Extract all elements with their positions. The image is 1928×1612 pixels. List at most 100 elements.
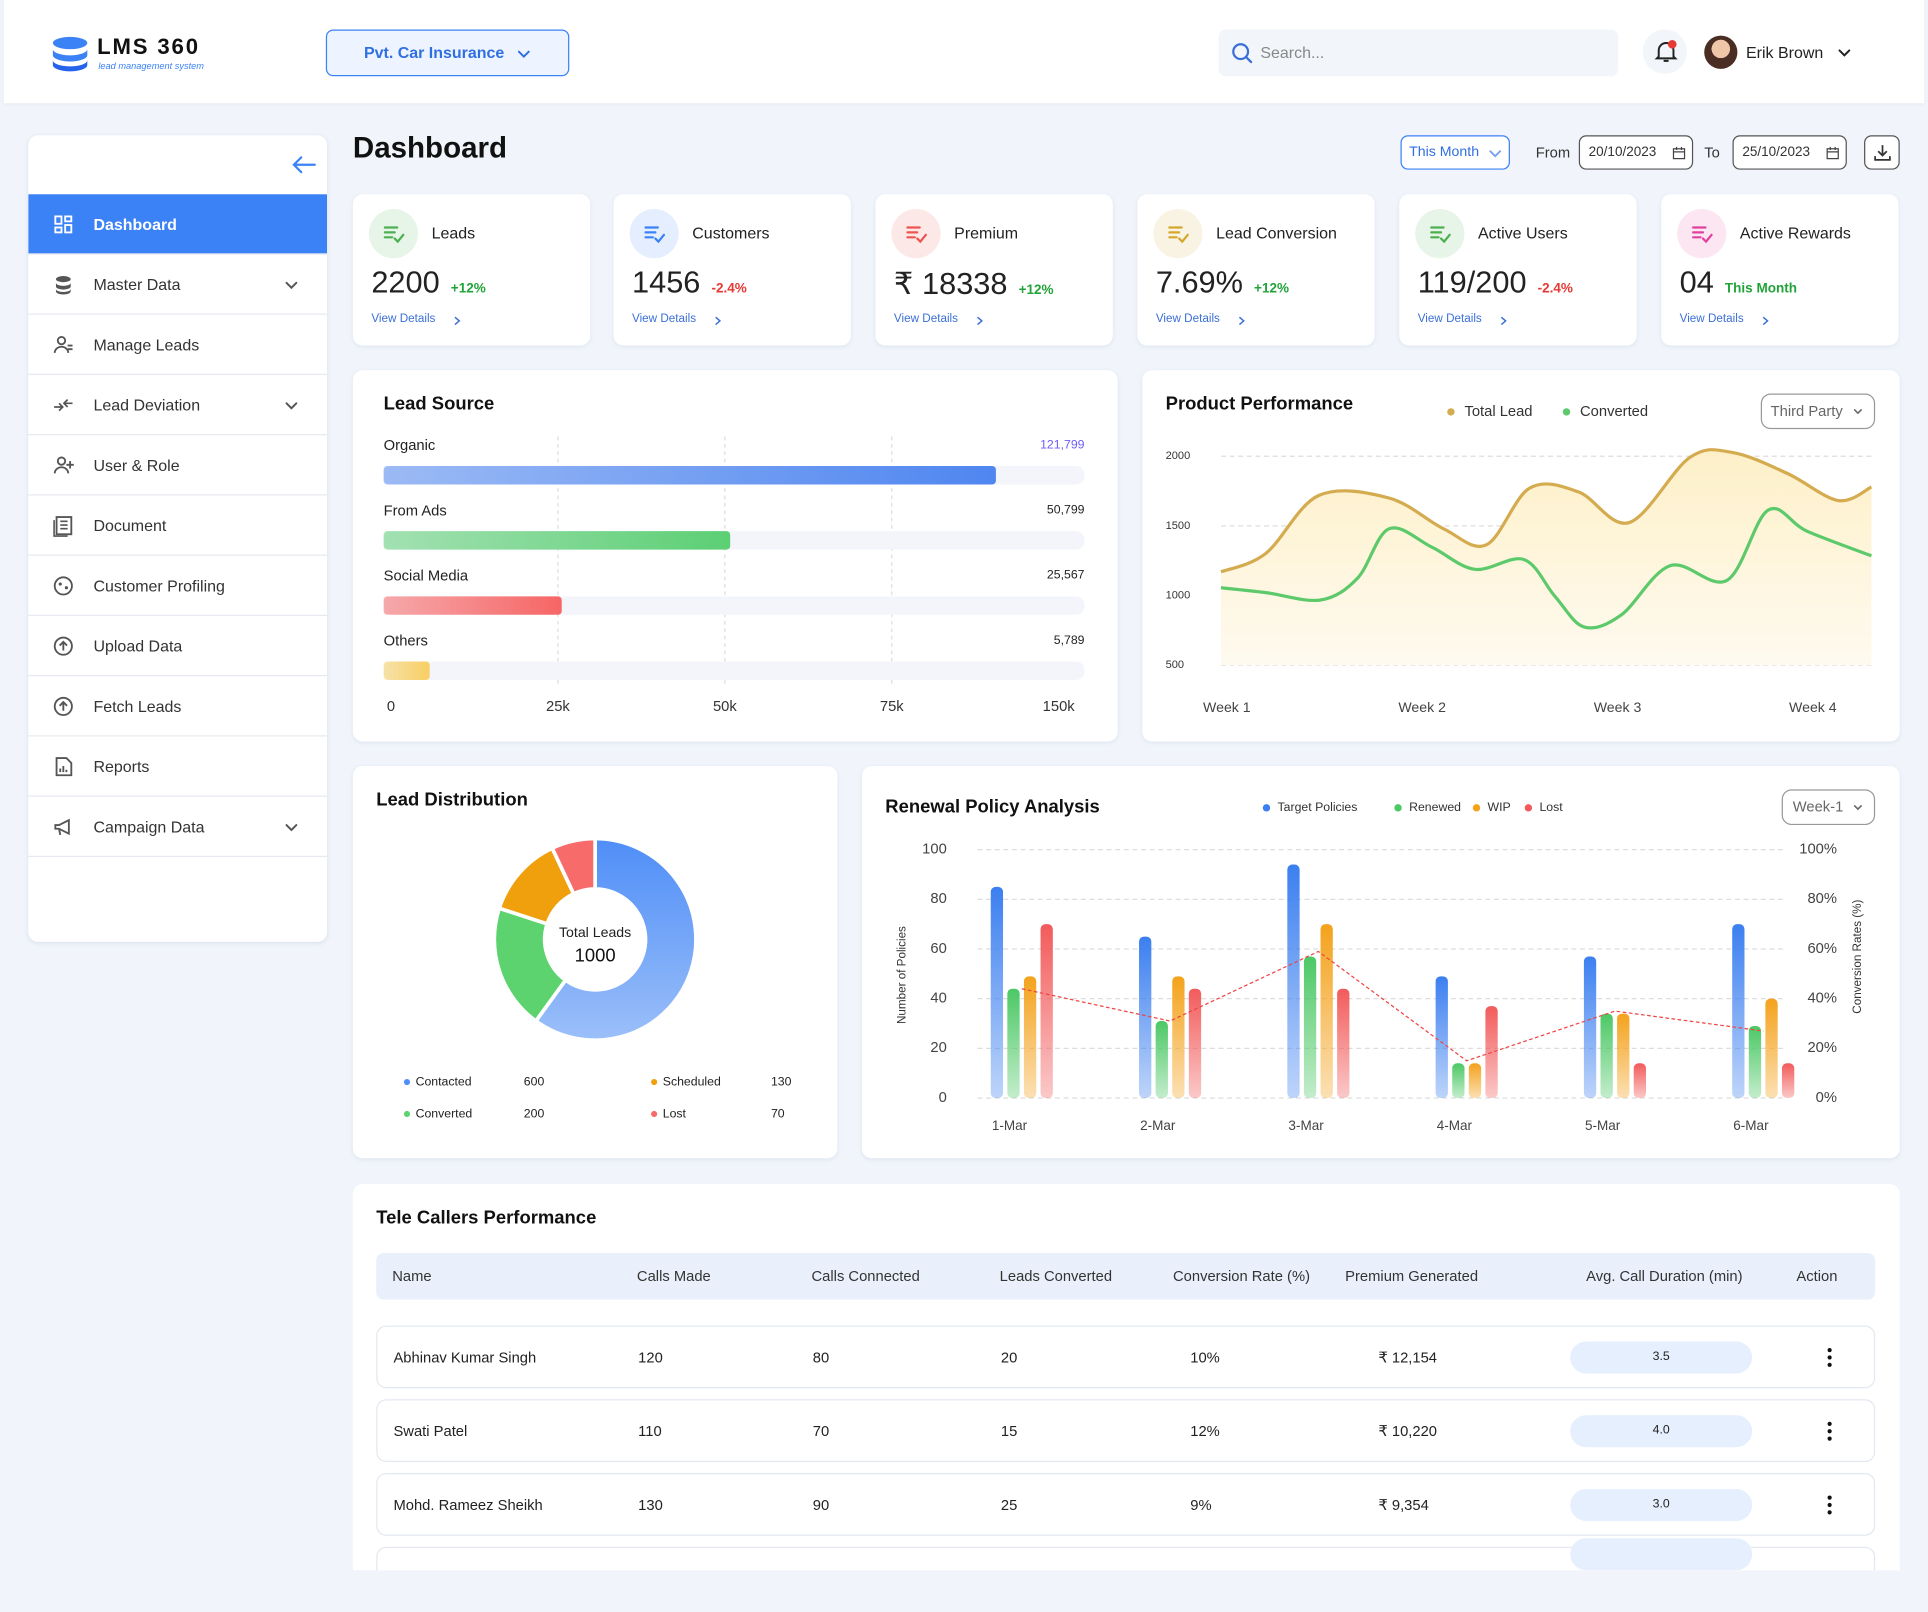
dropdown[interactable]	[1760, 393, 1876, 430]
sidebar-item[interactable]: Manage Leads	[28, 315, 328, 376]
action-menu-part	[1827, 1362, 1832, 1367]
download-button[interactable]	[1864, 135, 1900, 170]
kpi-change: +12%	[450, 281, 486, 297]
sidebar-item[interactable]: Document	[28, 496, 328, 556]
table-cell: 90	[812, 1496, 830, 1514]
sidebar-item[interactable]: Customer Profiling	[28, 556, 328, 617]
kpi-link-text[interactable]: View Details	[1417, 312, 1482, 327]
kpi-card: Active Rewards 04 This Month View Details	[1661, 194, 1899, 346]
period-dropdown[interactable]: This Month	[1400, 135, 1510, 170]
action-menu-part	[1827, 1436, 1832, 1441]
table-cell: 20	[1000, 1348, 1018, 1366]
sidebar-item[interactable]: Master Data	[28, 255, 328, 315]
link-arrow-part	[453, 317, 460, 326]
table-row	[376, 1538, 1876, 1571]
product-dropdown[interactable]: Pvt. Car Insurance	[325, 29, 570, 77]
from-label: From	[1535, 143, 1571, 161]
duration-pill: 3.5	[1570, 1341, 1753, 1374]
avatar[interactable]	[1704, 35, 1738, 69]
action-menu-part	[1827, 1348, 1832, 1353]
lead-source-card	[352, 370, 1118, 742]
duration-pill: 4.0	[1570, 1415, 1753, 1448]
sidebar-item[interactable]: Upload Data	[28, 616, 328, 677]
link-arrow	[1762, 317, 1769, 326]
column-header: Leads Converted	[999, 1267, 1113, 1285]
table-cell: 70	[812, 1422, 830, 1440]
sidebar-label: User & Role	[93, 456, 180, 475]
sidebar-icon-part	[54, 399, 73, 412]
action-menu-part	[1827, 1355, 1832, 1360]
kpi-change: -2.4%	[711, 281, 747, 297]
date-text: 25/10/2023	[1742, 145, 1811, 161]
table-cell: 9%	[1190, 1496, 1212, 1514]
kpi-change: This Month	[1724, 281, 1798, 297]
kpi-link-text[interactable]: View Details	[632, 312, 697, 327]
kpi-link[interactable]: View Details	[1417, 312, 1507, 327]
action-menu-part	[1827, 1502, 1832, 1508]
table-row: 3.5 Abhinav Kumar Singh 120 80 20 10% ₹ 12,154	[376, 1325, 1876, 1389]
action-menu[interactable]	[1826, 1420, 1833, 1442]
sidebar-icon-part	[56, 456, 67, 466]
column-header: Premium Generated	[1345, 1267, 1479, 1285]
kpi-glyph-part	[383, 226, 405, 244]
kpi-link-text[interactable]: View Details	[371, 312, 436, 327]
user-name[interactable]: Erik Brown	[1746, 43, 1824, 62]
kpi-link[interactable]: View Details	[371, 312, 460, 327]
column-header: Name	[392, 1267, 432, 1285]
sidebar-icon	[53, 516, 73, 537]
table-cell: ₹ 12,154	[1378, 1348, 1437, 1366]
date-input[interactable]: 25/10/2023	[1732, 135, 1847, 170]
table-cell: ₹ 10,220	[1378, 1422, 1437, 1440]
notification-button[interactable]	[1642, 29, 1688, 74]
search-box[interactable]: Search...	[1218, 29, 1619, 77]
sidebar-label: Document	[93, 516, 167, 536]
kpi-value: 1456	[632, 265, 701, 301]
action-menu[interactable]	[1826, 1346, 1833, 1368]
sidebar-item[interactable]: Lead Deviation	[28, 375, 328, 436]
sidebar-icon-part	[58, 700, 68, 711]
sidebar-item[interactable]: Reports	[28, 737, 328, 797]
sidebar-icon	[55, 757, 73, 777]
header: LMS 360 lead management system Pvt. Car In…	[3, 0, 1925, 104]
duration-pill	[1570, 1538, 1753, 1571]
kpi-link-text[interactable]: View Details	[1155, 312, 1220, 327]
sidebar-item[interactable]: User & Role	[28, 435, 328, 496]
distribution-card	[352, 766, 838, 1159]
kpi-link[interactable]: View Details	[1679, 312, 1769, 327]
table-cell: 10%	[1190, 1348, 1220, 1366]
calendar-icon	[1672, 146, 1686, 160]
sidebar-icon-part	[54, 818, 70, 836]
chevron	[517, 50, 530, 58]
sidebar-item[interactable]: Campaign Data	[28, 797, 328, 858]
sidebar-icon	[53, 636, 73, 656]
action-menu-part	[1827, 1495, 1832, 1500]
kpi-value-row: ₹ 18338 +12%	[894, 266, 1054, 303]
sidebar-item[interactable]: Fetch Leads	[28, 676, 328, 737]
kpi-link[interactable]: View Details	[632, 312, 721, 327]
kpi-link[interactable]: View Details	[1155, 312, 1245, 327]
renewal-card	[861, 766, 1900, 1159]
kpi-link[interactable]: View Details	[893, 312, 983, 327]
kpi-card: Leads 2200 +12% View Details	[352, 194, 591, 346]
kpi-icon	[1153, 209, 1203, 259]
action-menu[interactable]	[1826, 1494, 1833, 1516]
kpi-label: Active Rewards	[1739, 224, 1851, 243]
search-placeholder: Search...	[1260, 43, 1325, 62]
sidebar-label: Manage Leads	[93, 335, 200, 355]
logo-icon-part	[52, 36, 88, 50]
date-input[interactable]: 20/10/2023	[1578, 135, 1694, 170]
sidebar-icon	[55, 276, 71, 295]
sidebar-item[interactable]: Dashboard	[28, 194, 328, 255]
table-row: 4.0 Swati Patel 110 70 15 12% ₹ 10,220	[376, 1399, 1876, 1462]
calendar-icon	[1826, 146, 1839, 160]
kpi-link-text[interactable]: View Details	[893, 312, 958, 327]
table-cell: 110	[638, 1422, 662, 1440]
kpi-glyph-part	[906, 226, 927, 244]
kpi-value: 119/200	[1417, 265, 1527, 301]
sidebar-icon-part	[53, 344, 73, 354]
dropdown[interactable]	[1781, 789, 1876, 826]
logo-icon	[52, 36, 88, 72]
kpi-link-text[interactable]: View Details	[1679, 312, 1744, 327]
sidebar-label: Reports	[93, 757, 150, 777]
